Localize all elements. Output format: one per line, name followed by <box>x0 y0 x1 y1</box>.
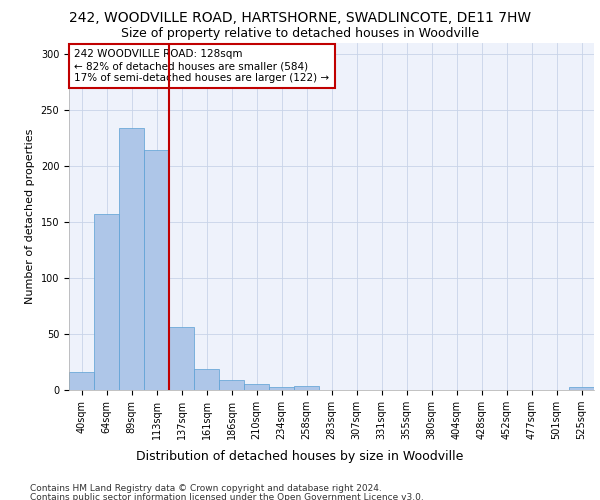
Bar <box>94 214 119 390</box>
Bar <box>119 128 144 390</box>
Bar <box>269 386 294 390</box>
Bar <box>69 372 94 390</box>
Bar <box>144 150 169 390</box>
Bar <box>219 380 244 390</box>
Bar <box>169 327 194 390</box>
Text: Contains public sector information licensed under the Open Government Licence v3: Contains public sector information licen… <box>30 494 424 500</box>
Bar <box>294 386 319 390</box>
Bar <box>244 384 269 390</box>
Bar <box>194 368 219 390</box>
Text: Distribution of detached houses by size in Woodville: Distribution of detached houses by size … <box>136 450 464 463</box>
Y-axis label: Number of detached properties: Number of detached properties <box>25 128 35 304</box>
Text: 242 WOODVILLE ROAD: 128sqm
← 82% of detached houses are smaller (584)
17% of sem: 242 WOODVILLE ROAD: 128sqm ← 82% of deta… <box>74 50 329 82</box>
Text: Size of property relative to detached houses in Woodville: Size of property relative to detached ho… <box>121 28 479 40</box>
Text: Contains HM Land Registry data © Crown copyright and database right 2024.: Contains HM Land Registry data © Crown c… <box>30 484 382 493</box>
Bar <box>569 386 594 390</box>
Text: 242, WOODVILLE ROAD, HARTSHORNE, SWADLINCOTE, DE11 7HW: 242, WOODVILLE ROAD, HARTSHORNE, SWADLIN… <box>69 11 531 25</box>
